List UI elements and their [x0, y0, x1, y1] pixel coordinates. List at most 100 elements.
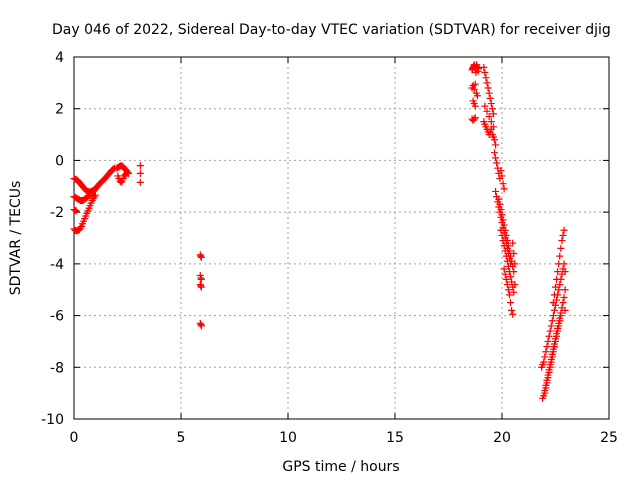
y-tick-label: -10 [41, 412, 64, 428]
data-point-marker [503, 281, 511, 289]
data-point-marker [197, 322, 205, 330]
data-point-marker [487, 118, 495, 126]
data-point-marker [498, 172, 506, 180]
data-point-marker [557, 312, 565, 320]
data-point-marker [481, 69, 489, 77]
data-point-marker [542, 384, 550, 392]
data-point-marker [470, 85, 478, 93]
data-point-marker [495, 195, 503, 203]
x-tick-label: 5 [177, 430, 186, 446]
data-point-marker [136, 178, 144, 186]
chart-title: Day 046 of 2022, Sidereal Day-to-day VTE… [52, 22, 611, 38]
data-point-marker [499, 180, 507, 188]
data-point-marker [197, 283, 205, 291]
data-point-marker [501, 247, 509, 255]
data-point-marker [471, 114, 479, 122]
data-point-marker [548, 317, 556, 325]
data-point-marker [504, 286, 512, 294]
data-point-marker [544, 374, 552, 382]
data-point-marker [549, 299, 557, 307]
data-point-marker [505, 268, 513, 276]
data-point-marker [197, 282, 205, 290]
data-point-marker [499, 216, 507, 224]
data-point-marker [558, 237, 566, 245]
data-point-marker [483, 107, 491, 115]
x-tick-label: 15 [386, 430, 404, 446]
data-point-marker [488, 105, 496, 113]
data-point-marker [561, 268, 569, 276]
data-point-marker [544, 337, 552, 345]
data-point-marker [552, 283, 559, 291]
data-point-marker [497, 206, 505, 214]
data-point-marker [557, 244, 565, 252]
data-point-marker [556, 252, 564, 260]
plot-frame [73, 56, 610, 420]
data-point-marker [501, 270, 509, 278]
data-point-marker [470, 115, 478, 123]
data-point-marker [500, 185, 508, 193]
data-point-marker [481, 102, 489, 110]
data-point-marker [507, 273, 515, 281]
data-point-marker [482, 74, 490, 82]
data-point-marker [546, 327, 554, 335]
data-point-marker [480, 63, 488, 71]
y-tick-label: 2 [55, 102, 64, 118]
data-point-marker [492, 187, 500, 195]
data-point-marker [497, 226, 505, 234]
data-point-marker [485, 89, 493, 97]
data-point-marker [503, 257, 511, 265]
data-point-marker [561, 306, 569, 314]
grid-lines [74, 57, 609, 419]
data-point-marker [487, 100, 495, 108]
data-point-marker [541, 353, 549, 361]
data-point-marker [493, 159, 501, 167]
data-point-marker [546, 363, 554, 371]
data-point-marker [90, 193, 98, 201]
x-tick-label: 25 [600, 430, 618, 446]
data-point-marker [504, 262, 512, 270]
data-point-marker [510, 250, 518, 258]
data-point-marker [473, 63, 481, 71]
data-point-marker [117, 178, 125, 186]
data-point-marker [483, 79, 491, 87]
data-point-marker [91, 191, 99, 199]
data-point-marker [542, 348, 550, 356]
data-point-marker [492, 141, 500, 149]
data-point-marker [553, 332, 561, 340]
data-point-marker [543, 343, 551, 351]
y-tick-label: -4 [50, 257, 64, 273]
data-point-marker [502, 275, 510, 283]
data-point-marker [502, 252, 510, 260]
data-point-marker [560, 293, 568, 301]
x-tick-label: 10 [279, 430, 297, 446]
data-point-marker [500, 242, 508, 250]
data-point-marker [121, 171, 129, 179]
data-point-marker [545, 332, 553, 340]
data-point-marker [197, 275, 205, 283]
data-point-marker [197, 253, 205, 261]
data-point-marker [508, 306, 516, 314]
data-point-marker [500, 221, 508, 229]
data-point-marker [197, 252, 205, 260]
data-point-marker [549, 348, 557, 356]
data-point-marker [136, 169, 144, 177]
data-point-marker [509, 310, 517, 318]
data-point-marker [547, 322, 555, 330]
data-point-marker [550, 306, 558, 314]
data-point-marker [471, 102, 479, 110]
data-point-marker [509, 239, 517, 247]
data-point-marker [543, 379, 551, 387]
data-point-marker [489, 110, 497, 118]
data-point-marker [556, 317, 564, 325]
data-point-marker [122, 169, 130, 177]
data-point-marker [560, 226, 568, 234]
data-point-marker [474, 65, 482, 73]
data-point-marker [511, 281, 519, 289]
data-point-marker [136, 162, 144, 170]
data-point-marker [552, 337, 559, 345]
data-point-marker [550, 291, 558, 299]
x-tick-label: 20 [493, 430, 511, 446]
data-point-marker [547, 358, 555, 366]
y-tick-label: 4 [55, 50, 64, 66]
